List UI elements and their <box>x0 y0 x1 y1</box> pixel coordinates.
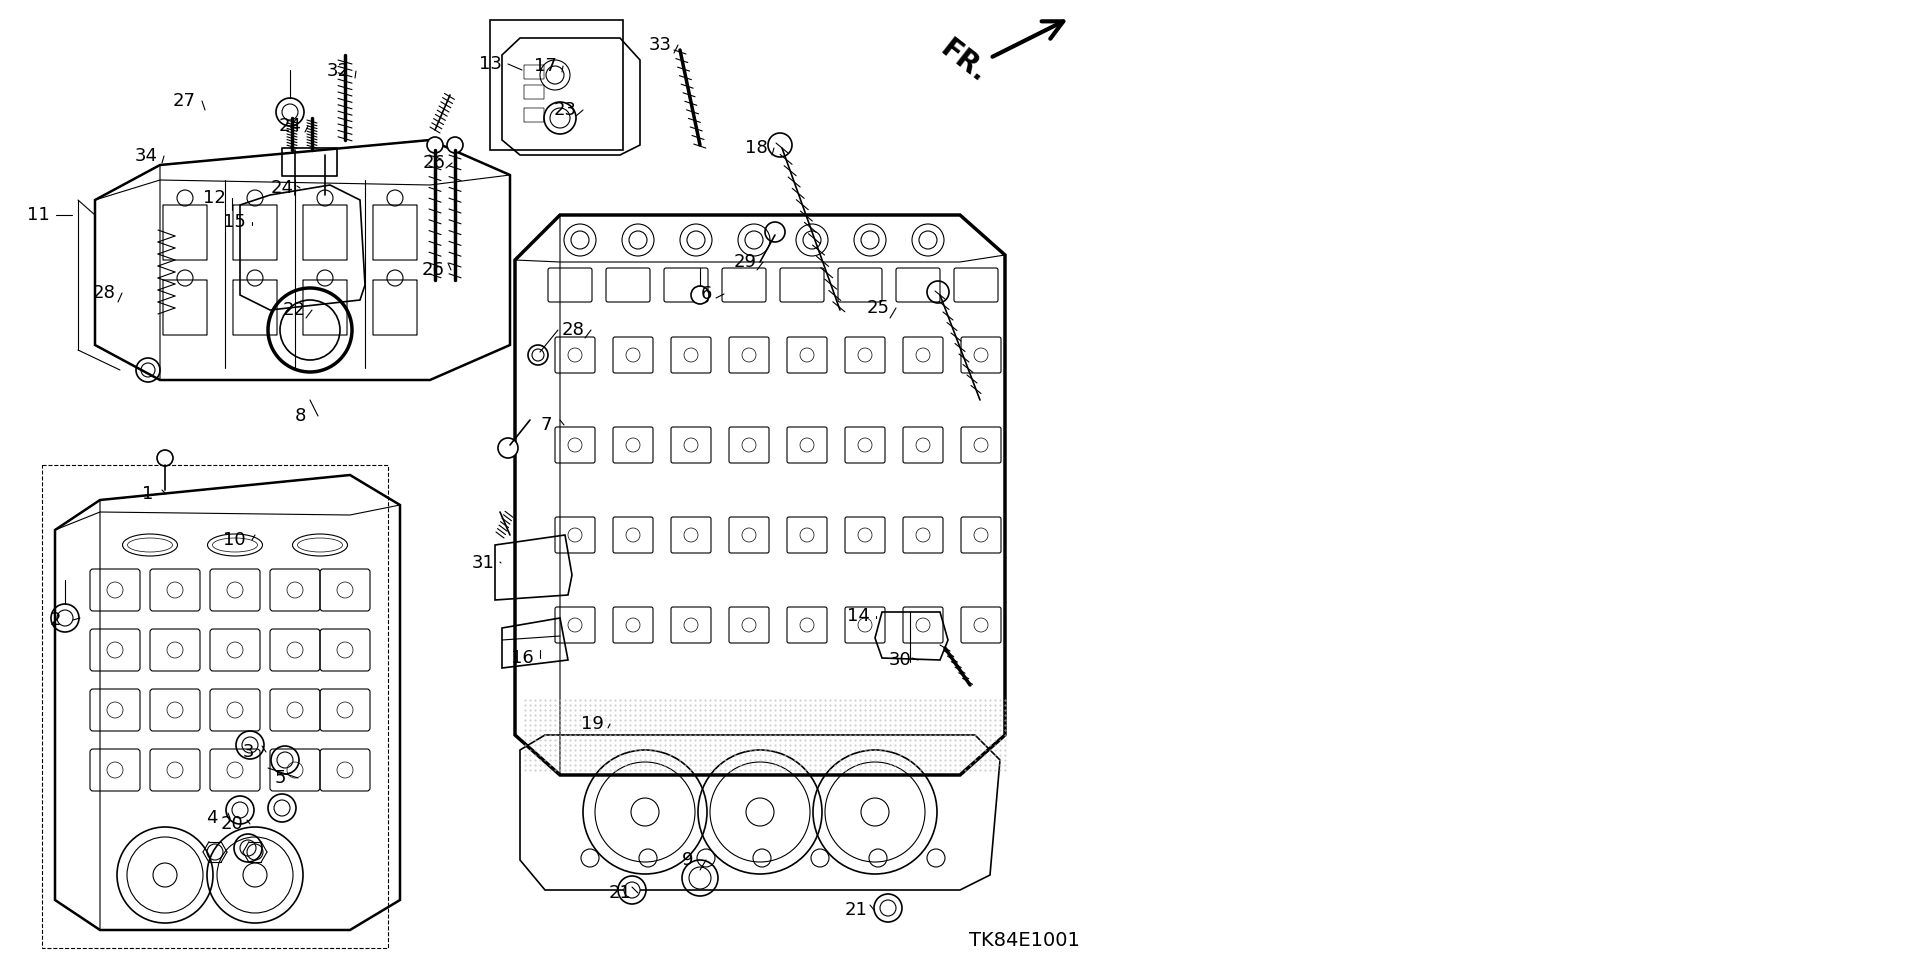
Circle shape <box>244 863 267 887</box>
Text: 11: 11 <box>27 206 50 224</box>
Text: 2: 2 <box>50 611 61 629</box>
Text: 33: 33 <box>649 36 672 54</box>
Text: 31: 31 <box>472 554 495 572</box>
Circle shape <box>879 900 897 916</box>
Text: 1: 1 <box>142 485 154 503</box>
Text: 26: 26 <box>422 154 445 172</box>
Text: 32: 32 <box>326 62 349 80</box>
Text: 23: 23 <box>553 101 576 119</box>
Circle shape <box>447 137 463 153</box>
Text: 28: 28 <box>92 284 115 302</box>
Text: 20: 20 <box>221 815 244 833</box>
Text: 29: 29 <box>733 253 756 271</box>
Text: 7: 7 <box>540 416 551 434</box>
Text: 4: 4 <box>205 809 217 827</box>
Text: 26: 26 <box>422 261 444 279</box>
Text: 8: 8 <box>294 407 305 425</box>
Text: 3: 3 <box>242 743 253 761</box>
Text: 10: 10 <box>223 531 246 549</box>
Text: FR.: FR. <box>935 35 993 89</box>
Text: 22: 22 <box>282 301 305 319</box>
Text: 25: 25 <box>866 299 889 317</box>
Text: 27: 27 <box>173 92 196 110</box>
Text: 24: 24 <box>278 117 301 135</box>
Text: 12: 12 <box>204 189 225 207</box>
Text: 9: 9 <box>682 851 693 869</box>
Text: 5: 5 <box>275 769 286 787</box>
Text: TK84E1001: TK84E1001 <box>970 930 1079 949</box>
Text: 15: 15 <box>223 213 246 231</box>
Circle shape <box>747 798 774 826</box>
Text: 14: 14 <box>847 607 870 625</box>
Circle shape <box>154 863 177 887</box>
Text: 17: 17 <box>534 57 557 75</box>
Text: 18: 18 <box>745 139 768 157</box>
Circle shape <box>497 438 518 458</box>
Text: 30: 30 <box>889 651 912 669</box>
Text: 6: 6 <box>701 285 712 303</box>
Circle shape <box>632 798 659 826</box>
Text: 16: 16 <box>511 649 534 667</box>
Text: 19: 19 <box>580 715 603 733</box>
Circle shape <box>691 286 708 304</box>
Circle shape <box>624 882 639 898</box>
Text: 28: 28 <box>561 321 584 339</box>
Text: 21: 21 <box>845 901 868 919</box>
Bar <box>490 20 622 150</box>
Circle shape <box>426 137 444 153</box>
Text: 34: 34 <box>134 147 157 165</box>
Text: 13: 13 <box>478 55 501 73</box>
Text: 21: 21 <box>609 884 632 902</box>
Circle shape <box>860 798 889 826</box>
Text: 24: 24 <box>271 179 294 197</box>
Bar <box>42 465 388 948</box>
